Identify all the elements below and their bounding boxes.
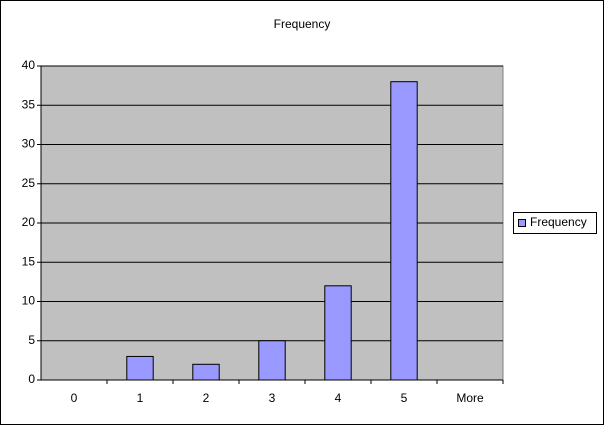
y-tick-label: 25	[22, 176, 36, 190]
bar	[390, 81, 418, 381]
x-tick-label: More	[456, 391, 484, 405]
x-tick-label: 3	[269, 391, 276, 405]
x-tick-label: 5	[401, 391, 408, 405]
y-tick-label: 5	[28, 333, 35, 347]
y-tick-label: 40	[22, 58, 36, 72]
x-tick-label: 1	[137, 391, 144, 405]
bar	[192, 363, 220, 381]
x-tick-label: 0	[71, 391, 78, 405]
legend-label: Frequency	[530, 215, 587, 229]
x-tick-label: 4	[335, 391, 342, 405]
y-tick-label: 15	[22, 254, 36, 268]
legend-box	[513, 212, 597, 234]
bar	[324, 285, 352, 381]
legend-swatch	[518, 219, 526, 227]
y-tick-label: 0	[28, 372, 35, 386]
bar	[126, 355, 154, 381]
y-tick-label: 35	[22, 97, 36, 111]
y-tick-label: 30	[22, 137, 36, 151]
chart-title: Frequency	[274, 17, 331, 31]
x-tick-label: 2	[203, 391, 210, 405]
y-tick-label: 10	[22, 294, 36, 308]
bar	[258, 340, 286, 381]
y-tick-label: 20	[22, 215, 36, 229]
